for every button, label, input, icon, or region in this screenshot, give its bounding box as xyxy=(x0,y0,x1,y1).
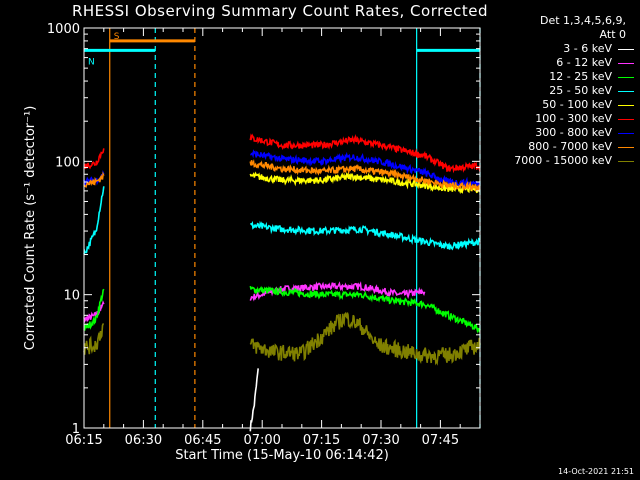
series-line-4-seg-0 xyxy=(249,171,481,195)
series-line-2-seg-1 xyxy=(249,285,481,334)
x-tick-label-1: 06:30 xyxy=(125,433,162,448)
series-line-7-seg-1 xyxy=(249,159,481,193)
series-line-6-seg-1 xyxy=(250,149,481,189)
legend-entry-0: 3 - 6 keV xyxy=(484,42,634,56)
x-tick-label-0: 06:15 xyxy=(65,433,102,448)
x-axis-label: Start Time (15-May-10 06:14:42) xyxy=(175,448,389,463)
series-line-2-seg-0 xyxy=(83,288,105,331)
legend-label: 50 - 100 keV xyxy=(542,98,612,111)
y-tick-label-3: 1000 xyxy=(47,22,80,37)
legend-label: 3 - 6 keV xyxy=(563,42,612,55)
legend-entry-1: 6 - 12 keV xyxy=(484,56,634,70)
legend-entry-3: 25 - 50 keV xyxy=(484,84,634,98)
footer-timestamp: 14-Oct-2021 21:51 xyxy=(558,467,634,476)
series-line-8-seg-0 xyxy=(83,323,104,355)
legend-label: 300 - 800 keV xyxy=(535,126,612,139)
legend-swatch xyxy=(618,104,634,106)
series-line-7-seg-0 xyxy=(83,171,105,188)
series-line-8-seg-1 xyxy=(249,311,481,366)
legend-entry-4: 50 - 100 keV xyxy=(484,98,634,112)
legend-swatch xyxy=(618,160,634,162)
legend-label: 800 - 7000 keV xyxy=(528,140,612,153)
x-tick-label-2: 06:45 xyxy=(184,433,221,448)
legend-entry-2: 12 - 25 keV xyxy=(484,70,634,84)
legend-label: 6 - 12 keV xyxy=(556,56,612,69)
y-tick-label-2: 100 xyxy=(55,155,80,170)
x-tick-label-3: 07:00 xyxy=(243,433,280,448)
legend: Det 1,3,4,5,6,9, Att 0 3 - 6 keV 6 - 12 k… xyxy=(484,14,634,168)
y-axis-label: Corrected Count Rate (s⁻¹ detector⁻¹) xyxy=(23,106,38,351)
legend-label: 100 - 300 keV xyxy=(535,112,612,125)
x-tick-label-6: 07:45 xyxy=(422,433,459,448)
legend-swatch xyxy=(618,62,634,64)
legend-swatch xyxy=(618,48,634,50)
legend-header-line-1: Det 1,3,4,5,6,9, xyxy=(539,14,626,27)
series-line-0-seg-0 xyxy=(249,368,259,432)
legend-entry-6: 300 - 800 keV xyxy=(484,126,634,140)
y-tick-label-0: 1 xyxy=(72,422,80,437)
legend-header-line-2: Att 0 xyxy=(599,28,626,41)
legend-swatch xyxy=(618,132,634,134)
legend-entry-5: 100 - 300 keV xyxy=(484,112,634,126)
x-tick-label-5: 07:30 xyxy=(362,433,399,448)
series-line-5-seg-0 xyxy=(83,148,105,170)
series-line-3-seg-1 xyxy=(250,220,481,251)
x-tick-label-4: 07:15 xyxy=(303,433,340,448)
legend-swatch xyxy=(618,90,634,92)
legend-swatch xyxy=(618,76,634,78)
legend-label: 25 - 50 keV xyxy=(549,84,612,97)
series-line-5-seg-1 xyxy=(249,133,481,174)
series-line-1-seg-0 xyxy=(83,300,105,324)
y-tick-label-1: 10 xyxy=(63,289,80,304)
interval-label-0: S xyxy=(114,32,120,42)
series-line-3-seg-0 xyxy=(83,186,105,255)
legend-swatch xyxy=(618,118,634,120)
legend-label: 7000 - 15000 keV xyxy=(514,154,612,167)
legend-label: 12 - 25 keV xyxy=(549,70,612,83)
chart-title: RHESSI Observing Summary Count Rates, Co… xyxy=(71,2,489,20)
legend-entry-8: 7000 - 15000 keV xyxy=(484,154,634,168)
interval-label-1: N xyxy=(88,57,95,67)
legend-swatch xyxy=(618,146,634,148)
legend-entry-7: 800 - 7000 keV xyxy=(484,140,634,154)
